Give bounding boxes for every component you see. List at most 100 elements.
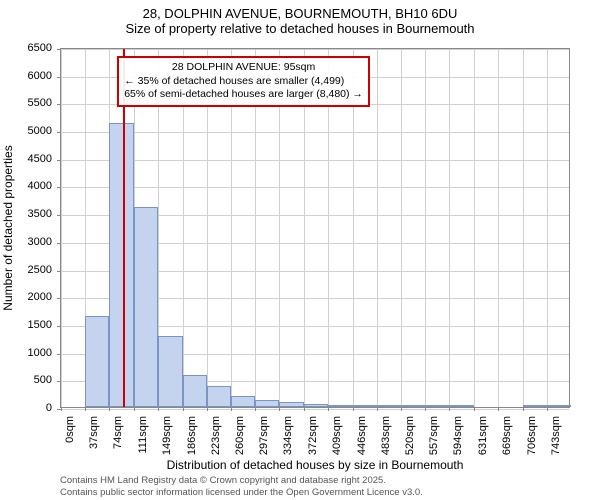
tickmark-x — [134, 407, 135, 411]
histogram-bar — [231, 396, 255, 407]
histogram-bar — [353, 405, 377, 407]
x-axis-label: Distribution of detached houses by size … — [60, 458, 570, 472]
y-tick-label: 1000 — [28, 347, 52, 359]
callout-line: 28 DOLPHIN AVENUE: 95sqm — [124, 61, 363, 75]
tickmark-x — [425, 407, 426, 411]
gridline-v — [547, 49, 548, 407]
tickmark-x — [183, 407, 184, 411]
x-tick-label: 186sqm — [186, 416, 198, 455]
attribution: Contains HM Land Registry data © Crown c… — [60, 475, 423, 498]
y-tick-label: 2000 — [28, 291, 52, 303]
gridline-v — [474, 49, 475, 407]
tickmark-x — [158, 407, 159, 411]
histogram-bar — [401, 405, 425, 407]
x-tick-label: 149sqm — [161, 416, 173, 455]
gridline-h — [61, 160, 569, 161]
x-tick-label: 743sqm — [550, 416, 562, 455]
tickmark-x — [353, 407, 354, 411]
y-tick-label: 6000 — [28, 70, 52, 82]
x-tick-label: 372sqm — [307, 416, 319, 455]
x-tick-label: 520sqm — [404, 416, 416, 455]
tickmark-x — [85, 407, 86, 411]
tickmark-x — [498, 407, 499, 411]
tickmark-x — [523, 407, 524, 411]
x-tick-label: 706sqm — [526, 416, 538, 455]
histogram-bar — [134, 207, 158, 407]
y-ticks: 0500100015002000250030003500400045005000… — [0, 48, 56, 408]
gridline-h — [61, 132, 569, 133]
tickmark-x — [304, 407, 305, 411]
y-tick-label: 3000 — [28, 236, 52, 248]
x-tick-label: 334sqm — [282, 416, 294, 455]
gridline-h — [61, 409, 569, 410]
y-tick-label: 3500 — [28, 208, 52, 220]
y-tick-label: 2500 — [28, 264, 52, 276]
histogram-bar — [304, 404, 328, 407]
y-tick-label: 500 — [34, 374, 52, 386]
x-tick-label: 297sqm — [258, 416, 270, 455]
tickmark-x — [401, 407, 402, 411]
tickmark-x — [547, 407, 548, 411]
histogram-bar — [377, 405, 401, 407]
tickmark-x — [255, 407, 256, 411]
y-tick-label: 6500 — [28, 42, 52, 54]
x-tick-label: 223sqm — [210, 416, 222, 455]
gridline-v — [523, 49, 524, 407]
gridline-h — [61, 187, 569, 188]
y-tick-label: 4500 — [28, 153, 52, 165]
gridline-v — [449, 49, 450, 407]
x-tick-label: 0sqm — [64, 416, 76, 443]
x-tick-label: 409sqm — [331, 416, 343, 455]
callout-line: ← 35% of detached houses are smaller (4,… — [124, 75, 363, 89]
histogram-bar — [183, 375, 207, 407]
x-tick-label: 483sqm — [380, 416, 392, 455]
x-tick-label: 37sqm — [88, 416, 100, 449]
x-tick-label: 260sqm — [234, 416, 246, 455]
x-tick-label: 594sqm — [452, 416, 464, 455]
chart-container: 28, DOLPHIN AVENUE, BOURNEMOUTH, BH10 6D… — [0, 0, 600, 500]
x-tick-label: 669sqm — [501, 416, 513, 455]
histogram-bar — [207, 386, 231, 407]
histogram-bar — [109, 123, 133, 407]
y-tick-label: 0 — [46, 402, 52, 414]
tickmark-x — [207, 407, 208, 411]
tickmark-x — [231, 407, 232, 411]
histogram-bar — [158, 336, 182, 407]
tickmark-x — [474, 407, 475, 411]
tickmark-x — [279, 407, 280, 411]
x-tick-label: 74sqm — [112, 416, 124, 449]
callout-line: 65% of semi-detached houses are larger (… — [124, 88, 363, 102]
tickmark-x — [109, 407, 110, 411]
callout-box: 28 DOLPHIN AVENUE: 95sqm← 35% of detache… — [117, 56, 370, 107]
tickmark-x — [377, 407, 378, 411]
histogram-bar — [449, 405, 473, 407]
histogram-bar — [425, 405, 449, 407]
x-tick-label: 446sqm — [356, 416, 368, 455]
histogram-bar — [328, 405, 352, 407]
x-tick-label: 111sqm — [137, 416, 149, 454]
gridline-v — [498, 49, 499, 407]
histogram-bar — [255, 400, 279, 407]
chart-title-main: 28, DOLPHIN AVENUE, BOURNEMOUTH, BH10 6D… — [0, 0, 600, 21]
y-tick-label: 1500 — [28, 319, 52, 331]
y-tick-label: 4000 — [28, 180, 52, 192]
attribution-line2: Contains public sector information licen… — [60, 487, 423, 498]
histogram-bar — [523, 405, 547, 407]
gridline-v — [61, 49, 62, 407]
gridline-v — [377, 49, 378, 407]
x-tick-label: 631sqm — [477, 416, 489, 455]
tickmark-x — [328, 407, 329, 411]
y-tick-label: 5000 — [28, 125, 52, 137]
plot-area: 28 DOLPHIN AVENUE: 95sqm← 35% of detache… — [60, 48, 570, 408]
histogram-bar — [279, 402, 303, 407]
x-tick-label: 557sqm — [428, 416, 440, 455]
histogram-bar — [85, 316, 109, 407]
y-tick-label: 5500 — [28, 97, 52, 109]
gridline-h — [61, 49, 569, 50]
attribution-line1: Contains HM Land Registry data © Crown c… — [60, 475, 423, 486]
tickmark-x — [449, 407, 450, 411]
chart-title-sub: Size of property relative to detached ho… — [0, 21, 600, 36]
tickmark-x — [61, 407, 62, 411]
x-ticks: 0sqm 37sqm 74sqm 111sqm 149sqm 186sqm 223sqm 26… — [60, 412, 570, 462]
histogram-bar — [547, 405, 571, 407]
